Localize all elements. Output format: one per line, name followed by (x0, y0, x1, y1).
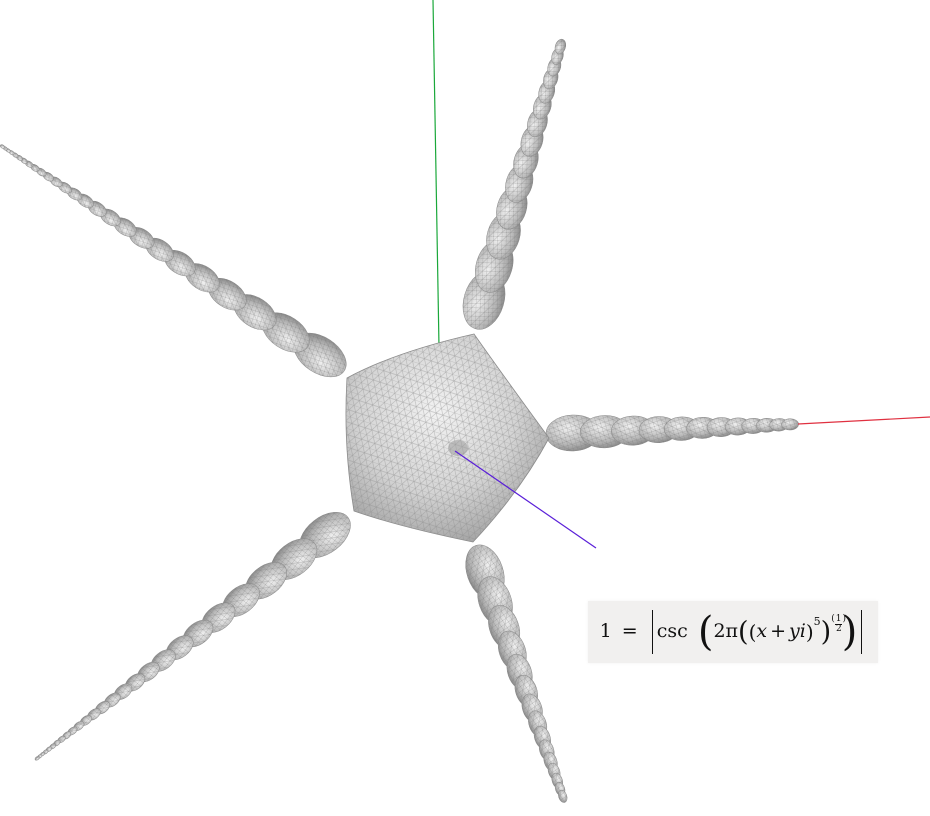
formula-lhs: 1 (599, 620, 612, 642)
bead-chains (0, 38, 799, 803)
formula-x: x (756, 620, 768, 642)
formula-equals: = (621, 620, 638, 642)
formula-label: 1 = csc (2π((x + yi)5) (1) 2) (588, 601, 878, 663)
central-pentagon-surface (345, 333, 550, 543)
chain-right (545, 414, 799, 452)
formula-function: csc (656, 620, 688, 642)
chain-upper-right (462, 38, 567, 330)
chain-lower-left (34, 511, 351, 761)
z-axis-line (454, 450, 597, 549)
formula-coefficient: 2π (713, 620, 739, 642)
x-axis-line (797, 416, 930, 425)
formula-yi: yi (789, 620, 806, 642)
bead (781, 418, 799, 431)
bead (558, 790, 568, 803)
formula-expression: 1 = csc (2π((x + yi)5) (1) 2) (600, 610, 867, 654)
formula-power-fraction: (1) (831, 614, 846, 625)
bead (0, 144, 5, 149)
chain-lower-right (465, 544, 568, 803)
bead (555, 39, 566, 55)
y-axis-line (432, 0, 440, 348)
chain-upper-left (0, 144, 347, 378)
formula-plus: + (770, 620, 787, 642)
formula-exponent: 5 (813, 615, 821, 628)
bead (34, 756, 40, 761)
